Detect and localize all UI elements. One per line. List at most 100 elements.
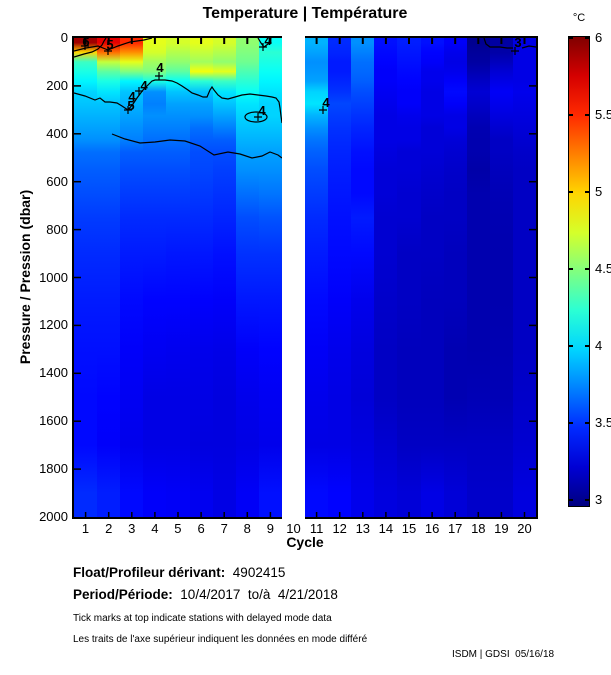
x-tick-label: 10 <box>286 521 301 536</box>
x-tick-label: 9 <box>266 521 274 536</box>
heatmap-column-cycle-18 <box>466 38 491 517</box>
y-tick-label: 0 <box>60 30 68 45</box>
heatmap-column-cycle-4 <box>143 38 167 517</box>
svg-text:4: 4 <box>258 103 266 118</box>
colorbar-tick-mark <box>568 422 573 424</box>
x-tick-label: 17 <box>447 521 463 536</box>
colorbar-tick-mark <box>568 499 573 501</box>
axis-frame-right <box>536 36 538 519</box>
heatmap-column-cycle-6 <box>189 38 214 517</box>
heatmap-column-cycle-16 <box>420 38 445 517</box>
float-id-value: 4902415 <box>232 565 286 580</box>
colorbar-tick-mark <box>568 191 573 193</box>
axis-frame-top <box>72 36 538 38</box>
heatmap-column-cycle-13 <box>351 38 375 517</box>
period-label: Period/Période: <box>73 587 173 602</box>
colorbar-tick-label: 4 <box>595 338 603 353</box>
axis-frame-bottom <box>72 517 538 519</box>
colorbar-tick-mark <box>585 114 590 116</box>
heatmap-plot-area: 6544454443 <box>74 38 537 517</box>
x-tick-label: 15 <box>401 521 417 536</box>
y-tick-label: 800 <box>46 221 68 237</box>
x-tick-label: 3 <box>128 521 136 536</box>
x-axis-label: Cycle <box>286 534 324 550</box>
heatmap-column-cycle-12 <box>328 38 352 517</box>
x-tick-label: 19 <box>494 521 509 536</box>
y-tick-label: 1200 <box>39 317 68 333</box>
colorbar <box>568 36 590 507</box>
x-tick-label: 20 <box>517 521 532 536</box>
heatmap-column-cycle-9 <box>258 38 283 517</box>
x-tick-label: 4 <box>151 521 159 536</box>
y-tick-label: 1000 <box>39 269 68 285</box>
colorbar-unit-label: °C <box>572 12 586 24</box>
colorbar-tick-label: 4.5 <box>595 261 611 276</box>
heatmap-column-cycle-14 <box>374 38 398 517</box>
y-tick-label: 200 <box>46 77 68 93</box>
colorbar-tick-label: 5 <box>595 184 603 199</box>
y-tick-label: 400 <box>46 125 68 141</box>
float-id-line: Float/Profileur dérivant: 4902415 <box>73 565 285 580</box>
colorbar-tick-label: 3.5 <box>595 415 611 430</box>
y-tick-label: 2000 <box>39 509 68 524</box>
colorbar-tick-mark <box>585 499 590 501</box>
missing-cycle-column <box>282 36 305 519</box>
heatmap-column-cycle-3 <box>120 38 144 517</box>
x-tick-label: 14 <box>378 521 394 536</box>
x-tick-label: 16 <box>424 521 440 536</box>
note-delayed-mode-en: Tick marks at top indicate stations with… <box>73 613 332 624</box>
svg-text:4: 4 <box>128 89 136 104</box>
y-tick-label: 1600 <box>39 413 68 429</box>
colorbar-tick-label: 5.5 <box>595 107 611 122</box>
x-tick-label: 7 <box>220 521 228 536</box>
x-tick-label: 6 <box>197 521 205 536</box>
x-tick-label: 12 <box>332 521 347 536</box>
period-line: Period/Période: 10/4/2017 to/à 4/21/2018 <box>73 587 338 602</box>
svg-text:4: 4 <box>140 78 148 93</box>
x-tick-label: 5 <box>174 521 182 536</box>
heatmap-column-cycle-1 <box>74 38 98 517</box>
plot-title: Temperature | Température <box>202 5 408 22</box>
colorbar-tick-mark <box>568 268 573 270</box>
heatmap-column-cycle-15 <box>397 38 421 517</box>
heatmap-column-cycle-2 <box>97 38 121 517</box>
svg-text:4: 4 <box>264 38 272 48</box>
axis-frame-left <box>72 36 74 519</box>
colorbar-tick-mark <box>585 422 590 424</box>
colorbar-tick-mark <box>568 37 573 39</box>
heatmap-column-cycle-5 <box>166 38 190 517</box>
y-tick-label: 1400 <box>39 365 68 381</box>
y-tick-label: 1800 <box>39 461 68 477</box>
heatmap-column-cycle-7 <box>212 38 237 517</box>
colorbar-tick-label: 3 <box>595 492 603 507</box>
heatmap-column-cycle-19 <box>489 38 514 517</box>
svg-text:4: 4 <box>156 60 164 75</box>
heatmap-column-cycle-11 <box>305 38 329 517</box>
float-id-label: Float/Profileur dérivant: <box>73 565 226 580</box>
colorbar-tick-mark <box>585 268 590 270</box>
colorbar-tick-mark <box>568 345 573 347</box>
x-tick-label: 18 <box>471 521 486 536</box>
colorbar-tick-mark <box>568 114 573 116</box>
heatmap-column-cycle-20 <box>512 38 537 517</box>
agency-credit: ISDM | GDSI 05/16/18 <box>452 649 555 660</box>
period-value: 10/4/2017 to/à 4/21/2018 <box>180 587 338 602</box>
x-tick-label: 13 <box>355 521 371 536</box>
note-delayed-mode-fr: Les traits de l'axe supérieur indiquent … <box>73 634 368 645</box>
colorbar-tick-mark <box>585 345 590 347</box>
svg-text:3: 3 <box>514 38 521 50</box>
contour-overlay: 6544454443 <box>74 38 536 517</box>
svg-text:5: 5 <box>106 38 113 52</box>
x-tick-label: 1 <box>81 521 90 536</box>
colorbar-tick-mark <box>585 37 590 39</box>
heatmap-column-cycle-17 <box>443 38 468 517</box>
svg-text:4: 4 <box>322 95 330 110</box>
colorbar-tick-label: 6 <box>595 30 603 45</box>
x-tick-label: 2 <box>105 521 113 536</box>
heatmap-cells <box>74 38 537 517</box>
svg-text:5: 5 <box>127 98 134 113</box>
y-tick-label: 600 <box>46 173 68 189</box>
x-tick-label: 8 <box>243 521 251 536</box>
colorbar-tick-mark <box>585 191 590 193</box>
